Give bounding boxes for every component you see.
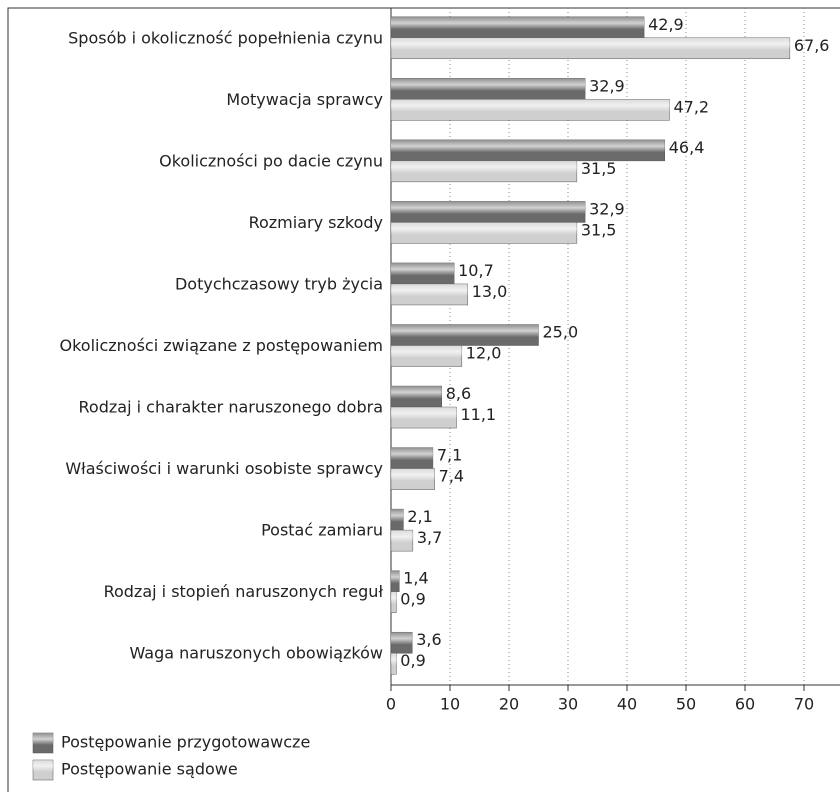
bar-shade [391,139,665,161]
bar-shade [391,530,413,552]
bar-shade [391,324,539,346]
frame [7,7,840,792]
bar-shade [391,632,413,654]
x-tick-label: 30 [558,695,578,714]
legend-label: Postępowanie sądowe [61,760,238,779]
x-tick-label: 10 [440,695,460,714]
y-tick-label: Właściwości i warunki osobiste sprawcy [65,459,383,478]
bar-shade [391,222,577,244]
bar-shade [391,468,435,490]
bar-shade [391,570,400,592]
y-tick-label: Okoliczności związane z postępowaniem [60,336,384,355]
value-label: 31,5 [581,159,617,178]
value-label: 8,6 [446,384,471,403]
x-tick-label: 0 [386,695,396,714]
value-label: 7,4 [439,467,464,486]
x-tick-label: 40 [617,695,637,714]
value-label: 1,4 [403,569,428,588]
bar-shade [391,262,455,284]
legend-shade [33,733,53,753]
bar-shade [391,201,586,223]
bar-shade [391,283,468,305]
x-tick-label: 20 [499,695,519,714]
bar-shade [391,99,670,121]
bar-shade [391,37,790,59]
bar-shade [391,345,462,367]
bar-shade [391,78,586,100]
value-label: 7,1 [437,446,462,465]
x-tick-label: 70 [794,695,814,714]
bar-shade [391,447,433,469]
value-label: 31,5 [581,220,617,239]
value-label: 47,2 [673,97,709,116]
bar-shade [391,386,442,408]
legend-label: Postępowanie przygotowawcze [61,733,310,752]
y-tick-label: Rodzaj i charakter naruszonego dobra [79,398,383,417]
value-label: 0,9 [400,651,425,670]
value-label: 32,9 [589,199,625,218]
bar-shade [391,653,397,675]
bar-shade [391,591,397,613]
y-tick-label: Rozmiary szkody [249,213,383,232]
bar-shade [391,16,645,38]
value-label: 13,0 [472,282,508,301]
value-label: 11,1 [460,405,496,424]
y-tick-label: Postać zamiaru [261,521,383,540]
value-label: 25,0 [543,323,579,342]
y-tick-label: Motywacja sprawcy [226,90,383,109]
value-label: 12,0 [466,344,502,363]
bar-shade [391,509,404,531]
y-tick-label: Sposób i okoliczność popełnienia czynu [68,28,383,47]
y-tick-label: Waga naruszonych obowiązków [129,644,383,663]
bar-shade [391,160,577,182]
x-tick-label: 50 [676,695,696,714]
value-label: 10,7 [458,261,494,280]
y-tick-label: Dotychczasowy tryb życia [175,274,383,293]
y-tick-label: Okoliczności po dacie czynu [159,151,383,170]
value-label: 42,9 [648,15,684,34]
legend-shade [33,760,53,780]
y-tick-label: Rodzaj i stopień naruszonych reguł [104,582,384,601]
value-label: 46,4 [669,138,705,157]
value-label: 67,6 [794,36,830,55]
value-label: 0,9 [400,590,425,609]
x-tick-label: 60 [735,695,755,714]
bar-shade [391,407,457,429]
value-label: 3,6 [416,630,441,649]
value-label: 2,1 [407,507,432,526]
value-label: 32,9 [589,76,625,95]
value-label: 3,7 [417,528,442,547]
